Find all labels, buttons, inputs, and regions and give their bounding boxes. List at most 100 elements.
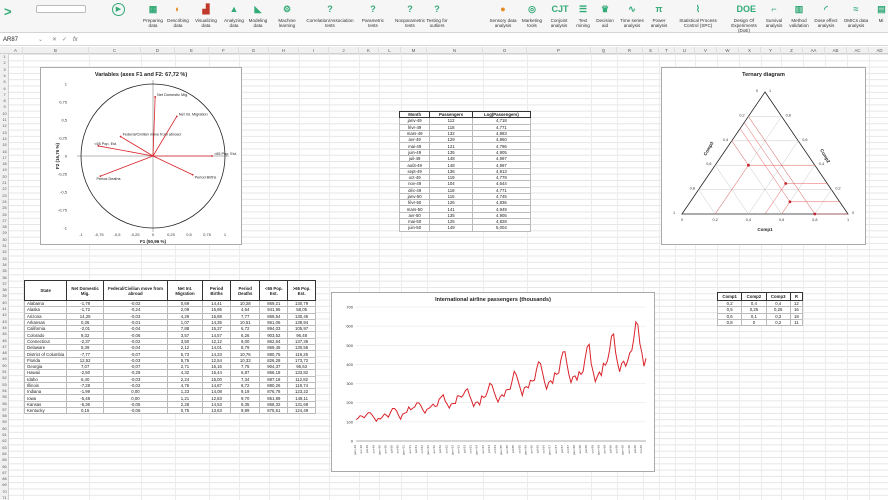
column-header[interactable]: T <box>659 47 675 54</box>
column-header[interactable]: R <box>617 47 643 54</box>
row-header[interactable]: 62 <box>2 439 7 444</box>
column-header[interactable]: C <box>89 47 141 54</box>
row-header[interactable]: 63 <box>2 445 7 450</box>
ribbon-item[interactable]: ● Sensory data analysis <box>488 2 518 28</box>
column-header[interactable]: V <box>695 47 717 54</box>
ribbon-item[interactable]: ▟ Visualizing data <box>193 2 219 28</box>
table-cell[interactable]: 0,15 <box>66 407 105 415</box>
table-cell[interactable]: District of Columbia <box>23 350 68 358</box>
table-cell[interactable]: 9,19 <box>229 388 261 396</box>
table-cell[interactable]: Alaska <box>23 306 68 314</box>
row-header[interactable]: 14 <box>2 136 7 141</box>
table-cell[interactable]: 2,71 <box>166 362 204 371</box>
table-cell[interactable]: 148,11 <box>287 394 316 402</box>
name-box-chevron-icon[interactable]: ⌄ <box>38 37 44 43</box>
table-cell[interactable]: 130,46 <box>287 312 316 320</box>
row-header[interactable]: 51 <box>2 370 7 374</box>
cancel-icon[interactable]: ✕ <box>52 37 58 43</box>
table-cell[interactable]: 16 <box>789 306 804 314</box>
table-cell[interactable]: 3,50 <box>166 337 204 346</box>
row-header[interactable]: 10 <box>2 111 7 116</box>
column-header[interactable]: P <box>527 47 591 54</box>
row-header[interactable]: 36 <box>2 275 7 280</box>
column-header[interactable]: AA <box>803 47 825 54</box>
row-header[interactable]: 27 <box>2 218 7 223</box>
table-cell[interactable]: Arizona <box>23 312 68 320</box>
ribbon-run-icon[interactable]: ▶ <box>112 3 125 16</box>
table-cell[interactable]: 7,75 <box>229 362 261 371</box>
column-header[interactable]: Z <box>781 47 803 54</box>
table-cell[interactable]: 0,2 <box>765 318 791 327</box>
row-header[interactable]: 23 <box>2 193 7 198</box>
row-header[interactable]: 9 <box>3 105 6 110</box>
row-header[interactable]: 46 <box>2 338 7 343</box>
spreadsheet[interactable]: ABCDEFGHIJKLMNOPQRSTUVWXYZAAABACADAE 123… <box>0 47 888 500</box>
table-cell[interactable]: 130,55 <box>287 344 316 352</box>
table-cell[interactable]: 4,718 <box>471 117 532 125</box>
table-cell[interactable]: 133,82 <box>287 369 316 377</box>
table-cell[interactable]: 1,07 <box>166 318 204 327</box>
ribbon-item[interactable]: ⚙ Machine learning <box>272 2 302 28</box>
column-header[interactable]: A <box>9 47 23 54</box>
table-cell[interactable]: Illinois <box>23 381 68 390</box>
row-header[interactable]: 38 <box>2 288 7 293</box>
table-cell[interactable]: 9,35 <box>229 400 261 409</box>
row-header[interactable]: 22 <box>2 187 7 192</box>
column-header[interactable]: O <box>483 47 527 54</box>
column-header[interactable]: AB <box>825 47 847 54</box>
row-header[interactable]: 56 <box>2 401 7 406</box>
row-header[interactable]: 48 <box>2 351 7 356</box>
table-cell[interactable]: 4,32 <box>166 369 204 377</box>
row-header[interactable]: 17 <box>2 155 7 160</box>
column-header[interactable]: AD <box>869 47 888 54</box>
table-cell[interactable]: 10,28 <box>229 299 261 308</box>
column-header[interactable]: X <box>739 47 761 54</box>
table-cell[interactable]: Colorado <box>23 331 68 339</box>
column-header[interactable]: Y <box>761 47 781 54</box>
column-header[interactable]: W <box>717 47 739 54</box>
table-cell[interactable]: 875,51 <box>259 407 289 415</box>
column-header[interactable]: J <box>329 47 359 54</box>
ribbon-item[interactable]: ⌐ Survival analysis <box>763 2 785 28</box>
row-header[interactable]: 44 <box>2 325 7 330</box>
name-box[interactable]: AR87 <box>3 37 19 43</box>
row-header[interactable]: 55 <box>2 395 7 400</box>
row-header[interactable]: 16 <box>2 149 7 154</box>
table-cell[interactable]: 105,97 <box>287 325 316 333</box>
row-header[interactable]: 39 <box>2 294 7 299</box>
row-header[interactable]: 54 <box>2 388 7 393</box>
column-header[interactable]: H <box>269 47 299 54</box>
row-header[interactable]: 11 <box>2 118 7 122</box>
table-cell[interactable]: 5,004 <box>471 224 532 232</box>
ribbon-item[interactable]: ⌇ Statistical Process Control (SPC) <box>672 2 724 28</box>
table-cell[interactable]: Kansas <box>23 400 68 409</box>
table-cell[interactable]: Georgia <box>23 362 68 371</box>
row-header[interactable]: 2 <box>3 61 6 66</box>
table-cell[interactable]: 4,64 <box>229 306 261 314</box>
ribbon-item[interactable]: DOE Design Of Experiments (DoE) <box>726 2 762 33</box>
table-cell[interactable]: 138,94 <box>287 318 316 327</box>
table-cell[interactable]: 2,09 <box>166 306 204 314</box>
table-cell[interactable]: 95,63 <box>287 362 316 371</box>
ribbon-item[interactable]: ∿ Time series analysis <box>618 2 646 28</box>
row-header[interactable]: 20 <box>2 174 7 179</box>
row-header[interactable]: 66 <box>2 464 7 469</box>
table-cell[interactable]: juin-50 <box>398 224 431 232</box>
table-cell[interactable]: 0,8 <box>716 318 743 327</box>
ribbon-item[interactable]: ◣ Modeling data <box>247 2 269 28</box>
table-cell[interactable]: 124,49 <box>287 407 316 415</box>
row-header[interactable]: 21 <box>2 181 7 185</box>
column-header[interactable]: K <box>359 47 379 54</box>
column-header[interactable]: E <box>175 47 209 54</box>
table-cell[interactable]: 8,79 <box>229 344 261 352</box>
row-header[interactable]: 3 <box>3 67 6 72</box>
table-cell[interactable]: 119,74 <box>287 381 316 390</box>
column-header[interactable]: F <box>209 47 239 54</box>
table-cell[interactable]: 173,72 <box>287 356 316 364</box>
table-cell[interactable]: Iowa <box>23 394 68 402</box>
column-header[interactable]: L <box>379 47 401 54</box>
row-header[interactable]: 26 <box>2 212 7 217</box>
xlstat-logo-icon[interactable]: > <box>4 4 12 19</box>
row-header[interactable]: 13 <box>2 130 7 135</box>
ribbon-item[interactable]: ☰ Text mining <box>574 2 592 28</box>
